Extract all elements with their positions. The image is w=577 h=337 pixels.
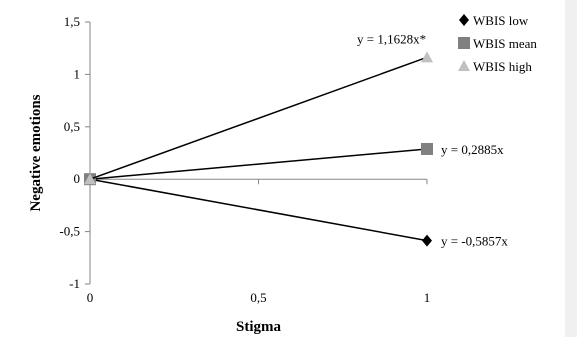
legend-marker-wbis-low	[459, 14, 469, 26]
trendline-equation-wbis-high: y = 1,1628x*	[357, 31, 426, 46]
legend-label-wbis-mean: WBIS mean	[473, 36, 537, 51]
axes: 1,5 1 0,5 0 -0,5 -1 0 0,5 1	[59, 14, 430, 305]
y-tick-label: 0,5	[64, 119, 80, 134]
legend-label-wbis-high: WBIS high	[473, 59, 532, 74]
trendline-equation-wbis-mean: y = 0,2885x	[441, 142, 504, 157]
legend-marker-wbis-mean	[458, 37, 470, 49]
series-line-wbis-mean	[89, 148, 428, 180]
y-tick-label: 1,5	[64, 14, 80, 29]
legend-marker-wbis-high	[458, 60, 470, 71]
data-point-wbis-high	[421, 51, 433, 63]
y-tick-label: -1	[69, 276, 80, 291]
legend-label-wbis-low: WBIS low	[473, 13, 529, 28]
series-line-wbis-low	[89, 178, 428, 242]
line-chart: 1,5 1 0,5 0 -0,5 -1 0 0,5 1 y = -0,5857x y = 0,28…	[28, 13, 537, 335]
x-tick-label: 0	[87, 290, 94, 305]
series-line-wbis-high	[89, 56, 428, 180]
y-tick-label: 0	[74, 171, 81, 186]
x-tick-label: 1	[424, 290, 431, 305]
series-wbis-high: y = 1,1628x*	[84, 31, 433, 185]
y-tick-label: -0,5	[59, 224, 80, 239]
data-point-wbis-mean	[421, 142, 433, 155]
data-point-wbis-high	[84, 173, 96, 185]
data-point-wbis-low	[422, 234, 432, 247]
series-wbis-low: y = -0,5857x	[85, 173, 508, 249]
trendline-equation-wbis-low: y = -0,5857x	[441, 234, 508, 249]
x-tick-label: 0,5	[250, 290, 266, 305]
y-axis-title: Negative emotions	[28, 94, 44, 211]
series-layer: y = -0,5857x y = 0,2885x y = 1,1628x*	[84, 31, 508, 249]
y-tick-label: 1	[74, 66, 81, 81]
x-axis-title: Stigma	[236, 319, 282, 335]
legend: WBIS low WBIS mean WBIS high	[458, 13, 537, 74]
chart-container: 1,5 1 0,5 0 -0,5 -1 0 0,5 1 y = -0,5857x y = 0,28…	[0, 0, 565, 337]
